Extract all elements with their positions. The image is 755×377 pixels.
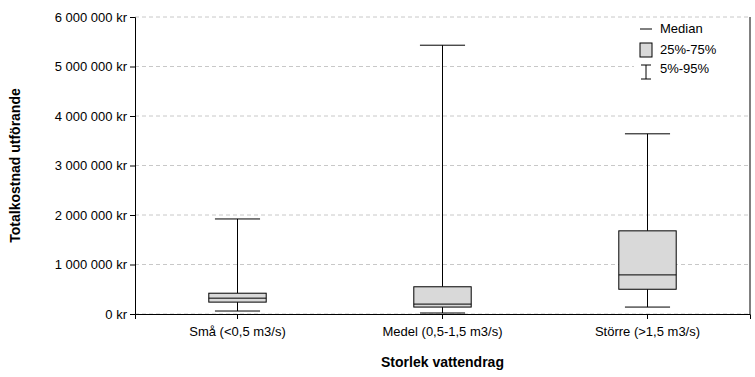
upper-whisker	[237, 219, 238, 293]
upper-whisker	[442, 45, 443, 287]
y-tick-label: 4 000 000 kr	[55, 109, 128, 124]
y-tick-label: 3 000 000 kr	[55, 158, 128, 173]
upper-whisker-cap	[625, 133, 670, 134]
y-tick: 4 000 000 kr	[55, 109, 135, 124]
x-tick-mark	[237, 314, 238, 319]
y-tick-label: 2 000 000 kr	[55, 208, 128, 223]
upper-whisker	[647, 134, 648, 231]
frame-line	[750, 17, 751, 314]
box-plot	[414, 45, 471, 313]
y-tick: 5 000 000 kr	[55, 59, 135, 74]
lower-whisker-cap	[420, 313, 465, 314]
legend-symbol	[641, 65, 651, 66]
iqr-box	[209, 293, 266, 302]
box-plot	[619, 134, 676, 307]
y-tick-mark	[130, 116, 135, 117]
grid	[135, 17, 750, 314]
y-tick-mark	[130, 314, 135, 315]
y-tick: 0 kr	[105, 307, 135, 322]
y-tick-mark	[130, 265, 135, 266]
y-axis-line	[130, 18, 136, 315]
x-tick-label: Små (<0,5 m3/s)	[189, 324, 285, 339]
y-tick-mark	[130, 166, 135, 167]
x-tick-mark	[647, 314, 648, 319]
legend-symbol	[646, 65, 647, 79]
lower-whisker-cap	[215, 311, 260, 312]
median-line	[209, 298, 266, 299]
x-tick-mark	[442, 314, 443, 319]
x-tick: Små (<0,5 m3/s)	[189, 314, 285, 339]
iqr-box	[414, 287, 471, 307]
x-tick: Medel (0,5-1,5 m3/s)	[383, 314, 503, 339]
upper-whisker-cap	[420, 45, 465, 46]
y-tick-label: 6 000 000 kr	[55, 10, 128, 25]
y-tick: 1 000 000 kr	[55, 257, 135, 272]
x-tick: Större (>1,5 m3/s)	[595, 314, 700, 339]
y-tick: 6 000 000 kr	[55, 10, 135, 25]
lower-whisker	[237, 302, 238, 311]
y-tick-mark	[130, 17, 135, 18]
upper-whisker-cap	[215, 218, 260, 219]
y-tick-label: 5 000 000 kr	[55, 59, 128, 74]
lower-whisker	[647, 289, 648, 307]
legend-symbol	[640, 29, 652, 30]
legend-symbol	[640, 43, 652, 57]
box-plot	[209, 219, 266, 311]
boxes	[209, 45, 676, 313]
lower-whisker-cap	[625, 307, 670, 308]
y-tick-mark	[130, 215, 135, 216]
y-tick: 2 000 000 kr	[55, 208, 135, 223]
plot-area: 0 kr 1 000 000 kr 2 000 000 kr 3 000 000 kr…	[55, 10, 751, 340]
y-tick-mark	[130, 67, 135, 68]
x-axis-title: Storlek vattendrag	[381, 354, 504, 370]
y-axis: 0 kr 1 000 000 kr 2 000 000 kr 3 000 000 kr…	[55, 10, 136, 322]
legend-label: Median	[660, 21, 703, 36]
legend-symbol	[641, 79, 651, 80]
y-tick: 3 000 000 kr	[55, 158, 135, 173]
median-line	[619, 274, 676, 275]
x-tick-label: Medel (0,5-1,5 m3/s)	[383, 324, 503, 339]
y-axis-title: Totalkostnad utförande	[7, 88, 23, 243]
grid-line	[135, 17, 750, 18]
y-tick-label: 1 000 000 kr	[55, 257, 128, 272]
median-line	[414, 304, 471, 305]
legend-label: 25%-75%	[660, 42, 717, 57]
chart: 0 kr 1 000 000 kr 2 000 000 kr 3 000 000 kr…	[0, 0, 755, 377]
legend-background	[634, 19, 748, 87]
lower-whisker	[442, 307, 443, 313]
x-axis: Små (<0,5 m3/s) Medel (0,5-1,5 m3/s) Störr…	[136, 314, 751, 339]
y-tick-label: 0 kr	[105, 307, 127, 322]
legend-label: 5%-95%	[660, 61, 710, 76]
iqr-box	[619, 231, 676, 289]
legend: Median 25%-75% 5%-95%	[634, 19, 748, 87]
x-tick-label: Större (>1,5 m3/s)	[595, 324, 700, 339]
x-axis-line	[136, 315, 751, 320]
